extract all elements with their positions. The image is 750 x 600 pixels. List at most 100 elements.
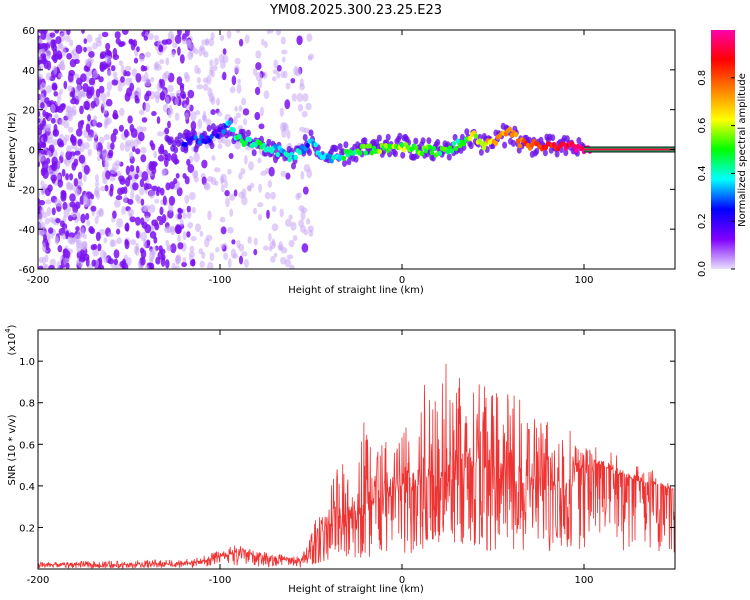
heatmap-cell xyxy=(42,133,48,143)
heatmap-cell xyxy=(102,109,108,115)
heatmap-cell xyxy=(151,185,158,192)
heatmap-cell xyxy=(76,245,81,253)
heatmap-cell xyxy=(231,127,236,133)
heatmap-cell xyxy=(67,72,74,83)
heatmap-cell xyxy=(139,178,145,188)
heatmap-cell xyxy=(189,259,196,267)
heatmap-cell xyxy=(133,138,139,148)
heatmap-cell xyxy=(67,126,74,133)
heatmap-cell xyxy=(306,33,313,42)
heatmap-cell xyxy=(62,47,67,57)
heatmap-cell xyxy=(38,198,41,206)
heatmap-cell xyxy=(40,30,47,41)
heatmap-cell xyxy=(220,184,225,193)
y-tick-label: 0.4 xyxy=(19,482,35,493)
heatmap-cell xyxy=(156,116,161,124)
heatmap-cell xyxy=(99,61,104,72)
heatmap-cell xyxy=(58,61,65,70)
heatmap-cell xyxy=(278,241,283,251)
heatmap-cell xyxy=(261,142,266,148)
heatmap-cell xyxy=(399,142,404,148)
heatmap-cell xyxy=(400,151,406,159)
heatmap-cell xyxy=(563,149,569,157)
heatmap-cell xyxy=(78,154,86,164)
heatmap-cell xyxy=(141,221,148,229)
snr-x-ticks: -200 -100 0 100 xyxy=(27,330,594,586)
heatmap-cell xyxy=(51,207,56,216)
heatmap-cell xyxy=(128,151,134,159)
heatmap-cell xyxy=(190,111,197,122)
heatmap-cell xyxy=(516,146,522,154)
heatmap-cell xyxy=(244,154,248,165)
heatmap-cell xyxy=(45,85,53,94)
heatmap-cell xyxy=(301,243,309,253)
heatmap-cell xyxy=(247,236,252,244)
heatmap-cell xyxy=(214,57,219,66)
heatmap-cell xyxy=(229,86,236,94)
heatmap-cell xyxy=(83,46,87,53)
heatmap-cell xyxy=(40,186,46,196)
heatmap-cell xyxy=(188,251,196,258)
heatmap-cell xyxy=(53,90,58,97)
heatmap-cell xyxy=(60,189,66,197)
heatmap-cell xyxy=(362,137,368,145)
heatmap-cell xyxy=(576,137,582,144)
heatmap-cell xyxy=(257,202,264,208)
heatmap-cell xyxy=(228,193,236,201)
heatmap-cell xyxy=(573,147,579,153)
heatmap-cell xyxy=(243,258,249,268)
heatmap-cell xyxy=(279,208,284,218)
heatmap-cell xyxy=(270,191,276,200)
heatmap-cell xyxy=(54,198,61,207)
heatmap-cell xyxy=(157,251,164,260)
heatmap-cell xyxy=(206,124,212,132)
heatmap-cell xyxy=(306,168,313,179)
snr-line xyxy=(37,363,675,570)
heatmap-cell xyxy=(361,143,366,149)
heatmap-cell xyxy=(215,246,220,253)
heatmap-cell xyxy=(40,180,45,187)
heatmap-cell xyxy=(554,150,560,158)
heatmap-cell xyxy=(237,78,241,84)
heatmap-cell xyxy=(116,228,121,235)
heatmap-cell xyxy=(59,220,65,228)
heatmap-cell xyxy=(513,132,519,138)
heatmap-cell xyxy=(57,245,63,253)
heatmap-cell xyxy=(210,109,216,116)
heatmap-cell xyxy=(184,194,190,204)
heatmap-cell xyxy=(164,70,170,79)
heatmap-cell xyxy=(75,226,80,232)
heatmap-cell xyxy=(376,134,382,142)
heatmap-cell xyxy=(177,234,181,243)
heatmap-cell xyxy=(449,148,455,154)
heatmap-cell xyxy=(183,102,191,110)
heatmap-cell xyxy=(455,138,461,144)
heatmap-cell xyxy=(94,187,101,193)
heatmap-cell xyxy=(290,77,296,84)
heatmap-cell xyxy=(186,205,191,213)
heatmap-cell xyxy=(114,31,121,39)
heatmap-cell xyxy=(71,105,77,115)
heatmap-cell xyxy=(210,32,215,41)
heatmap-cell xyxy=(165,57,170,66)
heatmap-cell xyxy=(106,81,113,92)
heatmap-cell xyxy=(515,138,521,144)
heatmap-cell xyxy=(38,213,43,223)
heatmap-cell xyxy=(306,218,311,225)
heatmap-cell xyxy=(168,195,176,206)
heatmap-cell xyxy=(141,117,148,123)
heatmap-cell xyxy=(127,115,133,124)
heatmap-cell xyxy=(284,258,292,268)
heatmap-cell xyxy=(135,216,141,226)
heatmap-cell xyxy=(187,164,195,173)
heatmap-cell xyxy=(231,75,237,86)
heatmap-cell xyxy=(83,100,90,111)
heatmap-cell xyxy=(290,221,297,231)
heatmap-cell xyxy=(542,149,548,157)
heatmap-cell xyxy=(267,180,273,188)
heatmap-cell xyxy=(266,30,271,35)
heatmap-cell xyxy=(451,141,457,147)
heatmap-cell xyxy=(76,181,84,187)
heatmap-cell xyxy=(159,78,166,89)
colorbar: 0.0 0.2 0.4 0.6 0.8 Normalized spectral ampl… xyxy=(697,30,748,277)
